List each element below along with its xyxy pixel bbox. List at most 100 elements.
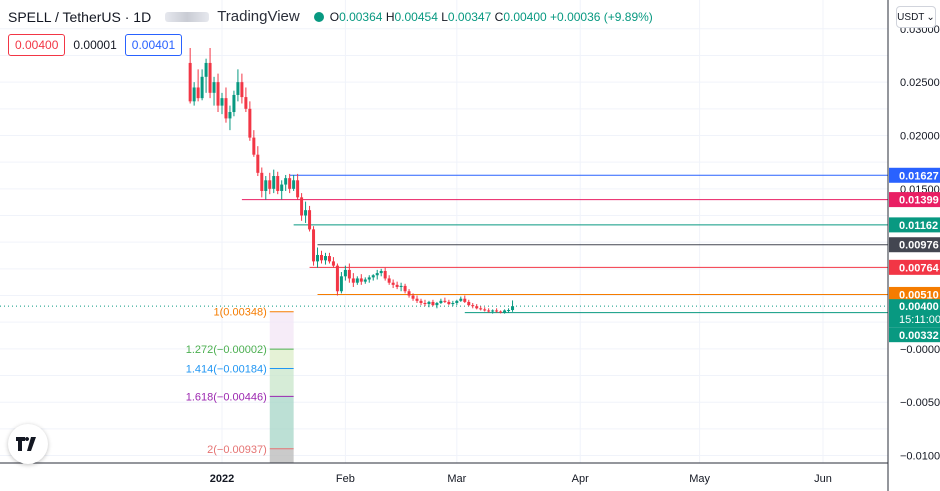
candle-body — [284, 178, 288, 185]
candle-body — [443, 300, 447, 302]
high-label: H — [385, 9, 395, 24]
candle-body — [407, 291, 411, 296]
level-price-tag — [889, 192, 940, 208]
candle-body — [236, 82, 240, 95]
close-value: 0.00400 — [503, 9, 547, 24]
level-price-tag — [889, 217, 940, 233]
fib-zone — [269, 311, 294, 350]
candle-body — [216, 82, 220, 106]
candle-body — [463, 298, 467, 302]
chart-grid — [0, 0, 888, 463]
fib-zone — [269, 448, 294, 463]
x-tick-label: Feb — [336, 473, 355, 485]
sell-button[interactable]: 0.00400 — [8, 34, 66, 56]
x-tick-label: 2022 — [210, 473, 234, 485]
y-tick-label: −0.01000 — [900, 451, 940, 463]
candle-body — [495, 310, 499, 312]
candle-body — [192, 87, 196, 102]
candle-body — [355, 278, 359, 283]
currency-label: USDT — [897, 11, 925, 23]
blurred-watermark — [165, 11, 210, 22]
candle-body — [507, 310, 511, 312]
candle-body — [288, 178, 292, 189]
candle-body — [264, 180, 268, 191]
candle-body — [252, 137, 256, 155]
candle-body — [300, 197, 304, 216]
price-tags: 0.01627 0.01399 0.01162 0.00976 0.00764 0.005… — [889, 167, 940, 343]
candle-body — [208, 62, 212, 93]
fib-level-label: 1(0.00348) — [214, 307, 267, 319]
candle-body — [200, 76, 204, 99]
open-value: 0.00364 — [339, 9, 383, 24]
open-label: O — [329, 9, 340, 24]
candle-body — [451, 302, 455, 305]
candle-body — [471, 305, 475, 307]
candle-body — [276, 176, 280, 191]
candle-body — [403, 285, 407, 292]
level-price-tag — [889, 327, 940, 343]
candle-body — [296, 180, 300, 198]
level-price-tag — [889, 259, 940, 275]
fib-extension: 1(0.00348) 1.272(−0.00002) 1.414(−0.00184)… — [186, 307, 294, 463]
fib-zone — [269, 368, 294, 397]
candle-body — [399, 285, 403, 287]
low-label: L — [441, 9, 448, 24]
market-status-icon — [313, 11, 324, 22]
candle-body — [511, 306, 515, 311]
candle-body — [431, 301, 435, 306]
countdown-text: 15:11:00 — [899, 314, 940, 326]
candle-body — [363, 279, 367, 282]
order-panel: 0.00400 0.00001 0.00401 — [8, 34, 183, 56]
candle-body — [499, 311, 503, 313]
candle-body — [491, 310, 495, 312]
currency-selector[interactable]: USDT ⌄ — [896, 6, 936, 28]
candle-body — [343, 269, 347, 277]
level-price-tag — [889, 167, 940, 183]
x-tick-label: Apr — [572, 473, 589, 485]
candle-body — [292, 180, 296, 189]
candle-body — [320, 254, 323, 261]
chevron-down-icon: ⌄ — [926, 11, 935, 23]
candle-body — [383, 270, 387, 279]
candle-body — [467, 301, 471, 306]
candle-body — [419, 300, 423, 303]
level-price-tag — [889, 237, 940, 253]
candle-body — [304, 210, 308, 216]
candle-body — [351, 278, 355, 283]
candle-body — [423, 302, 427, 305]
candle-body — [244, 97, 248, 109]
x-tick-label: May — [689, 473, 710, 485]
tradingview-logo-icon[interactable] — [8, 424, 48, 464]
candle-body — [327, 256, 331, 262]
candle-body — [375, 273, 379, 276]
level-price-tag — [889, 286, 940, 302]
candle-body — [427, 301, 431, 305]
candle-body — [387, 278, 391, 283]
fib-zone — [269, 349, 294, 369]
candle-body — [224, 98, 228, 119]
horizontal-levels — [0, 174, 888, 314]
level-price-tag-text: 0.00764 — [899, 262, 940, 274]
level-price-tag-text: 0.00976 — [899, 240, 939, 252]
y-tick-label: −0.0000 — [900, 344, 940, 356]
spread-value: 0.00001 — [73, 38, 117, 52]
level-price-tag-text: 0.01627 — [899, 170, 939, 182]
candle-body — [475, 306, 479, 309]
candle-body — [316, 254, 320, 262]
candle-body — [323, 256, 327, 261]
candle-body — [228, 112, 232, 119]
candle-body — [196, 87, 200, 99]
candle-body — [459, 298, 463, 301]
fib-level-label: 1.414(−0.00184) — [186, 363, 267, 375]
candle-body — [260, 172, 264, 191]
level-price-tag-text: 0.00510 — [899, 289, 939, 301]
low-value: 0.00347 — [447, 9, 492, 24]
candle-body — [411, 295, 415, 299]
candle-body — [268, 180, 272, 189]
fib-level-label: 1.618(−0.00446) — [186, 391, 267, 403]
buy-button[interactable]: 0.00401 — [124, 34, 183, 56]
symbol-title[interactable]: SPELL / TetherUS · 1D — [8, 8, 152, 25]
candle-body — [335, 265, 339, 292]
